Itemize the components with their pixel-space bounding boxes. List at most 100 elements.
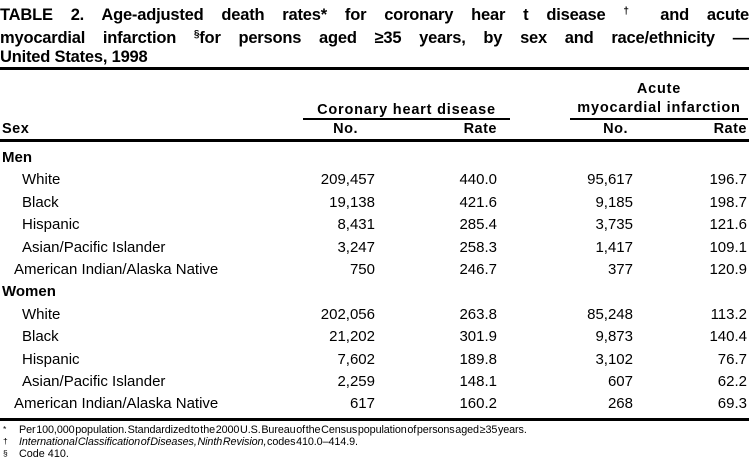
ami-rate-value: 120.9 — [709, 260, 747, 278]
chd-rate-value: 263.8 — [459, 305, 497, 323]
ami-rate-value: 69.3 — [717, 395, 747, 413]
chd-no-value: 21,202 — [329, 328, 375, 346]
footnote-section: § Code 410. — [0, 448, 749, 459]
chd-rate-value: 285.4 — [459, 216, 497, 234]
row-label: White — [22, 305, 61, 323]
chd-rate-value: 189.8 — [459, 350, 497, 368]
chd-rate-value: 246.7 — [459, 260, 497, 278]
header-rule — [0, 139, 749, 142]
column-header-sex: Sex — [2, 121, 30, 137]
title-line1-post: and acute — [660, 6, 749, 24]
table-row: Asian/Pacific Islander 2,259 148.1 607 62.2 — [0, 371, 749, 393]
chd-no-value: 3,247 — [337, 238, 375, 256]
ami-header-line2: myocardial infarction — [577, 100, 741, 116]
footnote-asterisk: * Per 100,000 population. Standardized to… — [0, 424, 749, 436]
ami-no-value: 377 — [607, 260, 633, 278]
table-row: Asian/Pacific Islander 3,247 258.3 1,417 109… — [0, 237, 749, 259]
section-row-men: Men — [0, 147, 749, 169]
table-row: Hispanic 8,431 285.4 3,735 121.6 — [0, 214, 749, 236]
table-row: Hispanic 7,602 189.8 3,102 76.7 — [0, 349, 749, 371]
chd-rate-value: 148.1 — [459, 372, 497, 390]
ami-rate-value: 109.1 — [709, 238, 747, 256]
chd-no-value: 8,431 — [337, 216, 375, 234]
footnote-italic-text: International Classification of Diseases… — [19, 435, 267, 448]
title-line1-pre: TABLE 2. Age-adjusted death rates* for c… — [0, 6, 606, 24]
table-row: White 209,457 440.0 95,617 196.7 — [0, 169, 749, 191]
chd-no-value: 617 — [349, 395, 375, 413]
chd-no-value: 750 — [349, 260, 375, 278]
footnotes: * Per 100,000 population. Standardized to… — [0, 421, 749, 459]
column-headers: Coronary heart disease Acute myocardial i… — [0, 70, 749, 139]
section-label: Women — [2, 283, 56, 301]
row-label: Hispanic — [22, 350, 80, 368]
chd-rate-value: 440.0 — [459, 171, 497, 189]
ami-rate-value: 198.7 — [709, 193, 747, 211]
chd-no-value: 209,457 — [320, 171, 375, 189]
title-rule — [0, 67, 749, 70]
asterisk-symbol: * — [3, 423, 7, 434]
row-label: White — [22, 171, 61, 189]
chd-no-value: 2,259 — [337, 372, 375, 390]
column-header-ami-no: No. — [603, 121, 628, 137]
ami-no-value: 3,102 — [595, 350, 633, 368]
ami-no-value: 85,248 — [587, 305, 633, 323]
dagger-symbol: † — [3, 435, 8, 446]
ami-no-value: 607 — [607, 372, 633, 390]
chd-rate-value: 160.2 — [459, 395, 497, 413]
chd-rate-value: 421.6 — [459, 193, 497, 211]
group-header-acute-myocardial-infarction: Acute myocardial infarction — [570, 80, 748, 120]
footnote-text: codes 410.0–414.9. — [266, 435, 358, 448]
ami-no-value: 9,185 — [595, 193, 633, 211]
ami-no-value: 3,735 — [595, 216, 633, 234]
ami-rate-value: 113.2 — [710, 305, 747, 323]
footnote-rule — [0, 417, 749, 421]
row-label: Asian/Pacific Islander — [22, 372, 166, 390]
section-row-women: Women — [0, 281, 749, 303]
ami-rate-value: 140.4 — [709, 328, 747, 346]
table-row: White 202,056 263.8 85,248 113.2 — [0, 304, 749, 326]
footnote-text: Code 410. — [19, 448, 69, 459]
section-label: Men — [2, 149, 32, 166]
row-label: American Indian/Alaska Native — [14, 260, 219, 278]
table-title-line3: United States, 1998 — [0, 48, 148, 66]
section-symbol: § — [193, 29, 200, 40]
footnote-dagger: † International Classification of Disease… — [0, 436, 749, 448]
column-header-chd-rate: Rate — [463, 121, 497, 137]
row-label: Black — [22, 193, 59, 211]
table-row: Black 21,202 301.9 9,873 140.4 — [0, 326, 749, 348]
title-line2-post: for persons aged ≥35 years, by sex and r… — [199, 29, 749, 47]
ami-header-line1: Acute — [636, 81, 682, 97]
ami-no-value: 268 — [607, 395, 633, 413]
group-header-coronary-heart-disease: Coronary heart disease — [303, 102, 510, 120]
footnote-text: Per 100,000 population. Standardized to … — [19, 423, 527, 436]
chd-no-value: 7,602 — [337, 350, 375, 368]
subheader-row: Sex No. Rate No. Rate — [0, 121, 749, 137]
ami-no-value: 95,617 — [587, 171, 633, 189]
row-label: American Indian/Alaska Native — [14, 395, 219, 413]
row-label: Black — [22, 328, 59, 346]
title-line2-pre: myocardial infarction — [0, 29, 177, 47]
chd-no-value: 19,138 — [329, 193, 375, 211]
ami-rate-value: 76.7 — [717, 350, 747, 368]
table-title-line2: myocardial infarction §for persons aged … — [0, 25, 749, 48]
table-title: TABLE 2. Age-adjusted death rates* for c… — [0, 0, 749, 67]
section-symbol: § — [3, 448, 8, 459]
row-label: Hispanic — [22, 216, 80, 234]
dagger-symbol: † — [623, 6, 643, 17]
ami-no-value: 9,873 — [595, 328, 633, 346]
table-body: Men White 209,457 440.0 95,617 196.7 Black 19… — [0, 142, 749, 416]
chd-rate-value: 258.3 — [459, 238, 497, 256]
table-row: American Indian/Alaska Native 617 160.2 268… — [0, 393, 749, 415]
row-label: Asian/Pacific Islander — [22, 238, 166, 256]
chd-rate-value: 301.9 — [459, 328, 497, 346]
table-row: Black 19,138 421.6 9,185 198.7 — [0, 192, 749, 214]
ami-rate-value: 121.6 — [709, 216, 747, 234]
ami-no-value: 1,417 — [595, 238, 633, 256]
column-header-chd-no: No. — [333, 121, 358, 137]
ami-rate-value: 62.2 — [717, 372, 747, 390]
ami-rate-value: 196.7 — [709, 171, 747, 189]
column-header-ami-rate: Rate — [713, 121, 747, 137]
table-row: American Indian/Alaska Native 750 246.7 377… — [0, 259, 749, 281]
chd-no-value: 202,056 — [320, 305, 375, 323]
